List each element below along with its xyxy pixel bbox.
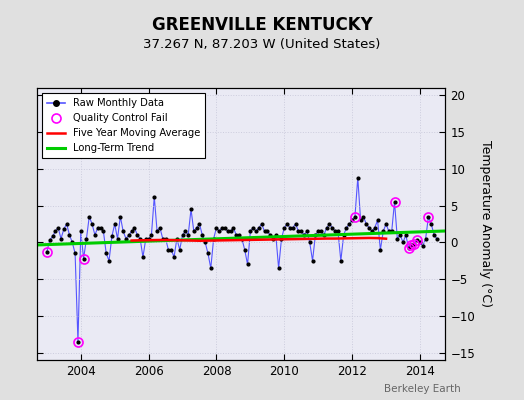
Text: GREENVILLE KENTUCKY: GREENVILLE KENTUCKY — [151, 16, 373, 34]
Y-axis label: Temperature Anomaly (°C): Temperature Anomaly (°C) — [479, 140, 492, 308]
Text: 37.267 N, 87.203 W (United States): 37.267 N, 87.203 W (United States) — [143, 38, 381, 51]
Legend: Raw Monthly Data, Quality Control Fail, Five Year Moving Average, Long-Term Tren: Raw Monthly Data, Quality Control Fail, … — [42, 93, 205, 158]
Text: Berkeley Earth: Berkeley Earth — [385, 384, 461, 394]
